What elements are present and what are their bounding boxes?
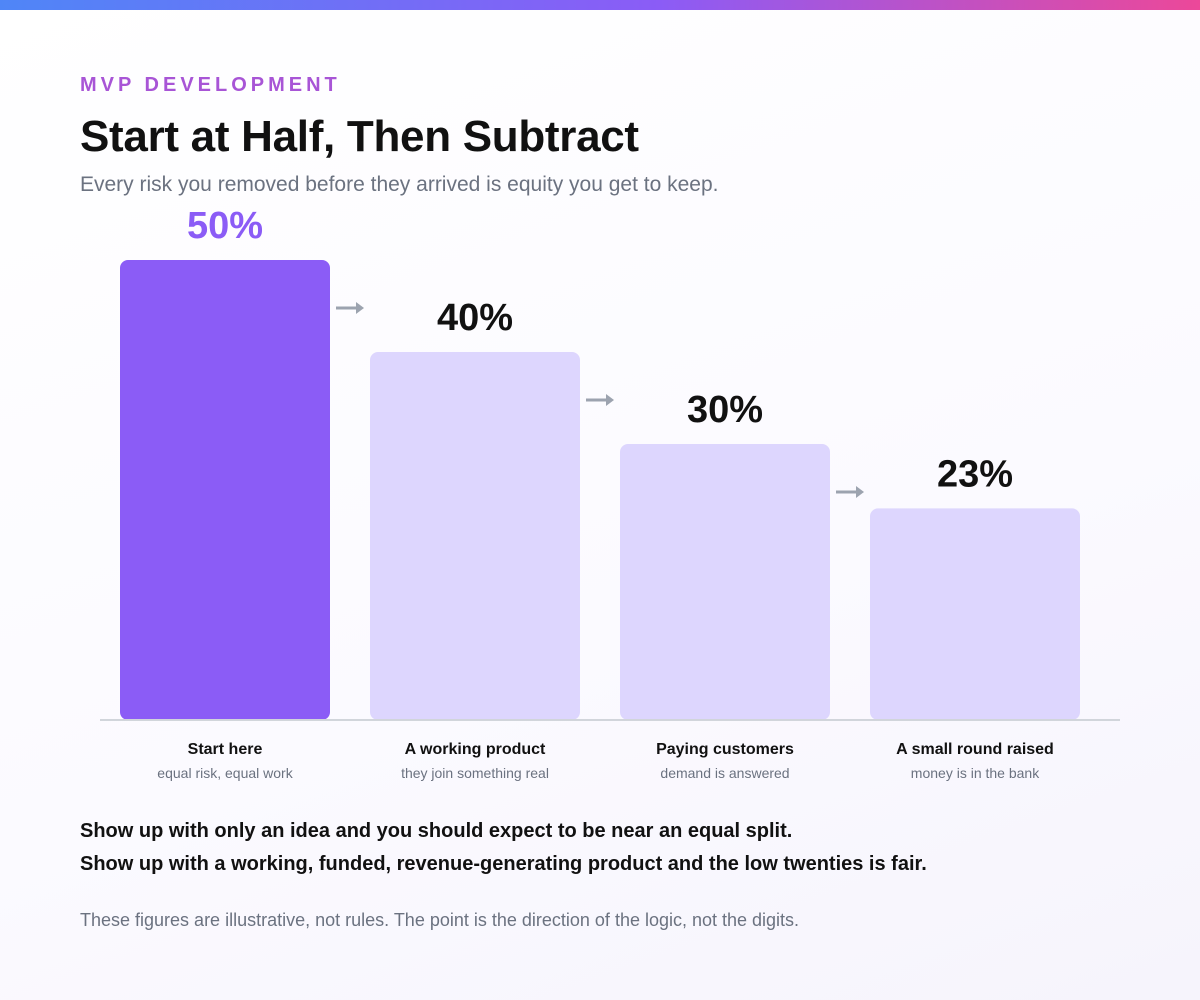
page-title: Start at Half, Then Subtract	[80, 112, 639, 161]
category-label-3: Paying customers	[656, 741, 794, 758]
value-label-4: 23%	[937, 453, 1013, 495]
bar-3	[620, 444, 830, 720]
value-label-1: 50%	[187, 205, 263, 247]
category-label-4: A small round raised	[896, 741, 1054, 758]
category-note-3: demand is answered	[660, 765, 789, 781]
value-label-2: 40%	[437, 297, 513, 339]
page-subtitle: Every risk you removed before they arriv…	[80, 173, 719, 196]
value-label-3: 30%	[687, 389, 763, 431]
eyebrow-label: MVP DEVELOPMENT	[80, 74, 341, 96]
category-label-2: A working product	[405, 741, 546, 758]
category-note-2: they join something real	[401, 765, 549, 781]
bar-4	[870, 508, 1080, 720]
category-note-1: equal risk, equal work	[157, 765, 293, 781]
equity-bar-chart: 50% Start here equal risk, equal work 40% A …	[100, 205, 1120, 781]
category-note-4: money is in the bank	[911, 765, 1040, 781]
arrow-icon-3	[836, 486, 864, 498]
bar-2	[370, 352, 580, 720]
top-gradient-bar	[0, 0, 1200, 10]
takeaway-line-2: Show up with a working, funded, revenue-…	[80, 853, 927, 875]
takeaway-line-1: Show up with only an idea and you should…	[80, 820, 793, 842]
arrow-icon-2	[586, 394, 614, 406]
category-label-1: Start here	[188, 741, 263, 758]
bar-1	[120, 260, 330, 720]
footnote: These figures are illustrative, not rule…	[80, 910, 800, 930]
arrow-icon-1	[336, 302, 364, 314]
